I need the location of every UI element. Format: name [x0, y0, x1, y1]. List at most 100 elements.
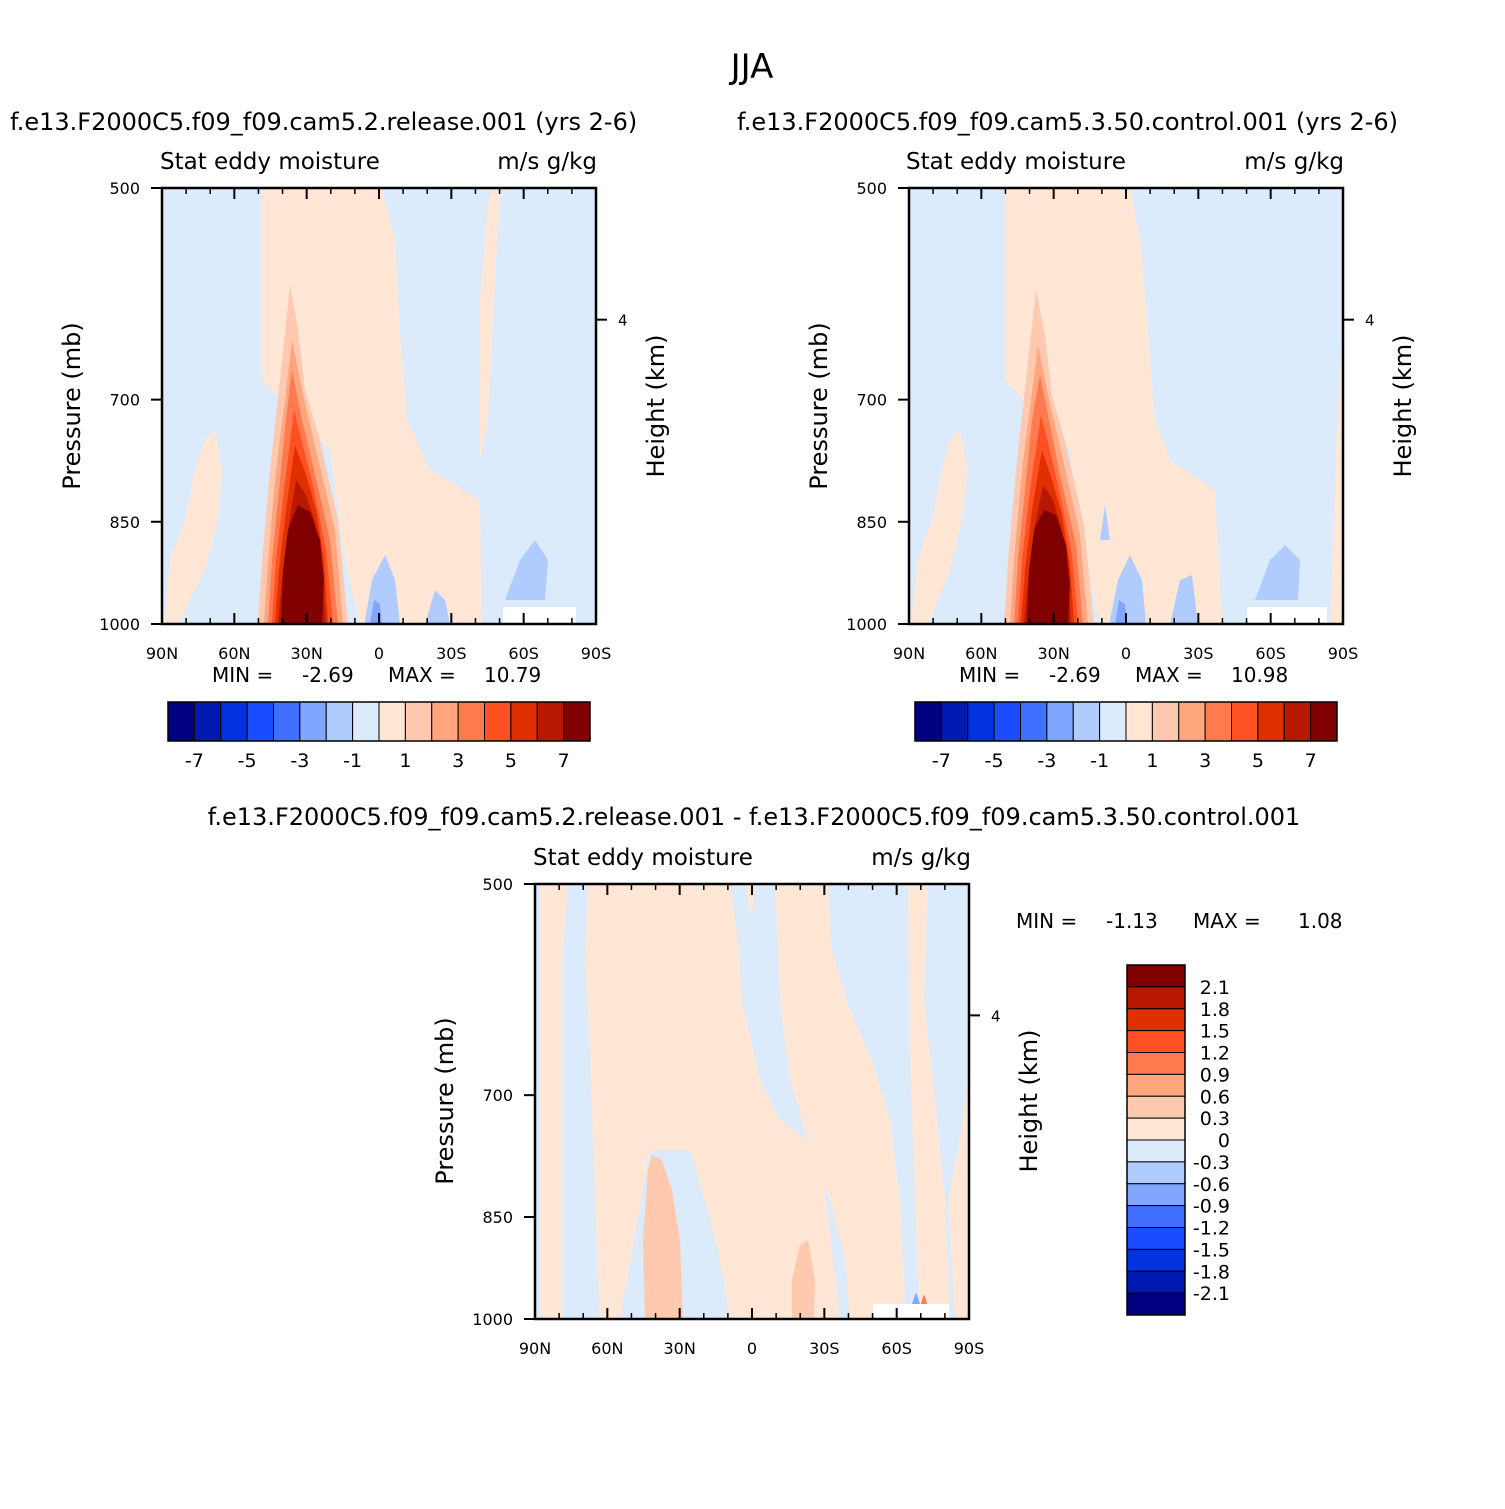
contour-positive-region [909, 430, 968, 624]
y-tick-label: 700 [482, 1086, 513, 1105]
panel-title: f.e13.F2000C5.f09_f09.cam5.2.release.001… [208, 803, 1301, 831]
colorbar-label: 0 [1218, 1130, 1230, 1152]
colorbar-label: -3 [290, 750, 309, 772]
colorbar-label: 0.6 [1200, 1086, 1230, 1108]
y2-axis-label: Height (km) [1015, 1030, 1043, 1173]
min-value: -2.69 [1049, 663, 1101, 687]
contour-positive-region [908, 884, 950, 1319]
colorbar-label: -1.2 [1193, 1218, 1230, 1240]
colorbar-swatch [325, 701, 354, 742]
x-tick-label: 90S [954, 1339, 985, 1358]
colorbar-label: 1.5 [1200, 1021, 1230, 1043]
y2-axis-label: Height (km) [642, 335, 670, 478]
colorbar-swatch [1126, 1117, 1186, 1141]
colorbar-label: 1.8 [1200, 999, 1230, 1021]
contour-positive-region [948, 1060, 969, 1319]
contour-positive-region [1330, 330, 1343, 624]
x-tick-label: 30N [291, 644, 323, 663]
variable-label: Stat eddy moisture [533, 845, 753, 871]
colorbar-swatch [1125, 701, 1153, 742]
colorbar-label: 1 [1146, 750, 1158, 772]
colorbar-swatch [993, 701, 1021, 742]
colorbar-label: -2.1 [1193, 1283, 1230, 1305]
colorbar-swatch [1126, 1205, 1186, 1228]
colorbar-swatch [1126, 1183, 1186, 1207]
colorbar-label: 7 [558, 750, 570, 772]
x-axis-ticks: 90N 60N 30N 0 30S 60S 90S [519, 884, 984, 1358]
colorbar-swatch [457, 701, 485, 742]
colorbar-swatch [1126, 1073, 1186, 1097]
variable-label: Stat eddy moisture [906, 149, 1126, 175]
colorbar-swatch [404, 701, 433, 742]
colorbar-label: -1 [1090, 750, 1109, 772]
colorbar-swatch [246, 701, 274, 742]
x-tick-label: 90S [1328, 644, 1359, 663]
colorbar-swatch [1126, 964, 1186, 988]
x-tick-label: 90N [146, 644, 178, 663]
missing-data [503, 607, 576, 624]
colorbar-swatch [1126, 1161, 1186, 1185]
colorbar: -7 -5 -3 -1 1 3 5 7 [167, 701, 591, 772]
y-tick-label: 850 [856, 513, 887, 532]
contour-positive-region [262, 188, 482, 624]
contour-positive-region [162, 430, 222, 624]
colorbar-swatch [167, 701, 195, 742]
plot-area [533, 882, 971, 1321]
x-tick-label: 60N [591, 1339, 623, 1358]
units-label: m/s g/kg [497, 149, 597, 175]
x-tick-label: 90N [893, 644, 925, 663]
y2-tick-label: 4 [991, 1007, 1001, 1025]
plot-area [907, 186, 1345, 626]
x-tick-label: 60S [1255, 644, 1286, 663]
y-axis-label: Pressure (mb) [805, 322, 833, 489]
colorbar-swatch [1151, 701, 1180, 742]
panel-title: f.e13.F2000C5.f09_f09.cam5.2.release.001… [10, 108, 637, 136]
colorbar-label: -1 [343, 750, 362, 772]
colorbar-swatch [1046, 701, 1074, 742]
y-tick-label: 500 [109, 179, 140, 198]
contour-positive-region [585, 884, 840, 1319]
colorbar: -7 -5 -3 -1 1 3 5 7 [914, 701, 1338, 772]
colorbar-swatch [1126, 1052, 1186, 1075]
panel-bottom: f.e13.F2000C5.f09_f09.cam5.2.release.001… [208, 803, 1343, 1358]
colorbar-swatch [1099, 701, 1127, 742]
min-label: MIN = [1016, 909, 1077, 933]
y2-tick-label: 4 [618, 312, 628, 330]
colorbar-swatch [378, 701, 406, 742]
x-axis-ticks: 90N 60N 30N 0 30S 60S 90S [146, 188, 611, 663]
colorbar-label: 0.3 [1200, 1108, 1230, 1130]
colorbar-swatch [1126, 1227, 1186, 1250]
contour-negative-region [912, 1292, 920, 1304]
y2-axis-label: Height (km) [1389, 335, 1417, 478]
colorbar-swatch [352, 701, 380, 742]
x-tick-label: 60S [508, 644, 539, 663]
colorbar-swatch [1126, 1030, 1186, 1053]
y-tick-label: 850 [482, 1208, 513, 1227]
colorbar-label: -0.6 [1193, 1174, 1230, 1196]
x-tick-label: 60N [965, 644, 997, 663]
colorbar-label: 2.1 [1200, 977, 1230, 999]
colorbar-label: -0.3 [1193, 1152, 1230, 1174]
x-tick-label: 30S [1183, 644, 1214, 663]
y-tick-label: 500 [856, 179, 887, 198]
contour-negative-region [1170, 575, 1198, 624]
colorbar-swatch [1178, 701, 1206, 742]
colorbar-label: -1.5 [1193, 1239, 1230, 1261]
colorbar-swatch [1126, 1248, 1186, 1272]
colorbar-label: -5 [238, 750, 257, 772]
colorbar-swatch [193, 701, 222, 742]
units-label: m/s g/kg [1244, 149, 1344, 175]
x-tick-label: 30S [809, 1339, 840, 1358]
colorbar-label: 5 [505, 750, 517, 772]
contour-positive-region [1005, 188, 1222, 624]
contour-negative-region [505, 540, 548, 600]
colorbar-label: 0.9 [1200, 1064, 1230, 1086]
colorbar-frame [1126, 964, 1186, 1316]
units-label: m/s g/kg [871, 845, 971, 871]
colorbar-swatch [1126, 1139, 1186, 1163]
colorbar-label: 7 [1305, 750, 1317, 772]
y2-axis-ticks: 4 [969, 1007, 1001, 1025]
colorbar-label: 3 [1199, 750, 1211, 772]
colorbar-swatch [1072, 701, 1101, 742]
